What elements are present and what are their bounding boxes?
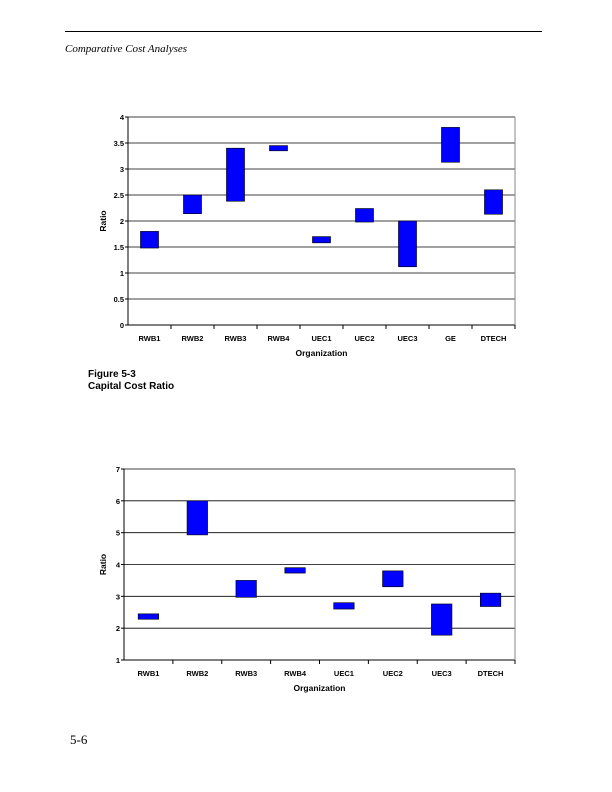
chart2-y-tick-label: 5 [116,529,120,538]
chart1-x-tick-label: RWB4 [268,334,291,343]
chart1-y-tick-label: 0 [120,321,124,330]
chart1-y-tick-label: 2.5 [114,191,124,200]
chart2-bar-uec3 [431,603,453,636]
chart1-x-tick-label: GE [445,334,456,343]
chart2-bar-rwb4 [284,567,306,574]
chart2-y-tick-label: 1 [116,656,120,665]
chart2-x-axis-label: Organization [294,683,346,693]
chart2-y-tick-label: 3 [116,592,120,601]
chart2-x-tick-label: RWB3 [235,669,257,678]
chart2-x-tick-label: RWB2 [186,669,208,678]
figure-number: Figure 5-3 [88,369,136,380]
chart2-y-tick-label: 2 [116,624,120,633]
chart2-bar-rwb3 [235,580,257,598]
chart1-bar-rwb3 [226,147,245,202]
chart1-y-tick-label: 1 [120,269,124,278]
chart1-bar-uec1 [312,236,331,244]
chart1-bar-dtech [484,189,503,215]
chart1-y-tick-label: 4 [120,113,125,122]
chart2-y-tick-label: 6 [116,497,120,506]
chart1-bar-uec3 [398,220,417,268]
chart1-x-tick-label: RWB2 [182,334,204,343]
chart1-x-axis-label: Organization [296,348,348,358]
chart2-y-axis-label: Ratio [98,554,108,575]
chart2-bar-rwb2 [186,500,208,536]
chart1-bar-uec2 [355,208,374,223]
header-rule [65,31,542,32]
chart1-bar-ge [441,127,460,163]
chart1-bar-rwb4 [269,145,288,152]
chart1-y-tick-label: 3.5 [114,139,124,148]
page-number: 5-6 [70,732,88,747]
chart2-y-tick-label: 4 [116,561,121,570]
chart1-x-tick-label: UEC3 [397,334,417,343]
chart1-y-axis-label: Ratio [98,210,108,231]
chart2-x-tick-label: DTECH [478,669,504,678]
figure-caption: Figure 5-3 Capital Cost Ratio [88,369,174,393]
chart1-bar-rwb2 [183,194,202,215]
chart2-bar-rwb1 [137,613,160,620]
chart2-y-tick-label: 7 [116,465,120,474]
chart1-bar-rwb1 [140,231,159,249]
running-title: Comparative Cost Analyses [65,43,188,55]
chart1-x-tick-label: UEC1 [311,334,331,343]
chart1-y-tick-label: 2 [120,217,124,226]
figure-title: Capital Cost Ratio [88,381,175,392]
chart2-x-tick-label: UEC1 [334,669,354,678]
chart1-y-tick-label: 0.5 [114,295,124,304]
chart2-x-tick-label: UEC2 [383,669,403,678]
chart2-bar-uec2 [382,570,404,588]
chart1-y-tick-label: 1.5 [114,243,124,252]
chart2-bar-uec1 [333,602,355,610]
chart2-x-tick-label: UEC3 [432,669,452,678]
chart1-x-tick-label: DTECH [481,334,507,343]
chart1-y-tick-label: 3 [120,165,124,174]
chart2-x-tick-label: RWB1 [137,669,159,678]
chart1-x-tick-label: UEC2 [354,334,374,343]
chart2-x-tick-label: RWB4 [284,669,307,678]
chart1-x-tick-label: RWB3 [225,334,247,343]
chart2-bar-dtech [479,592,502,607]
chart1-x-tick-label: RWB1 [139,334,161,343]
